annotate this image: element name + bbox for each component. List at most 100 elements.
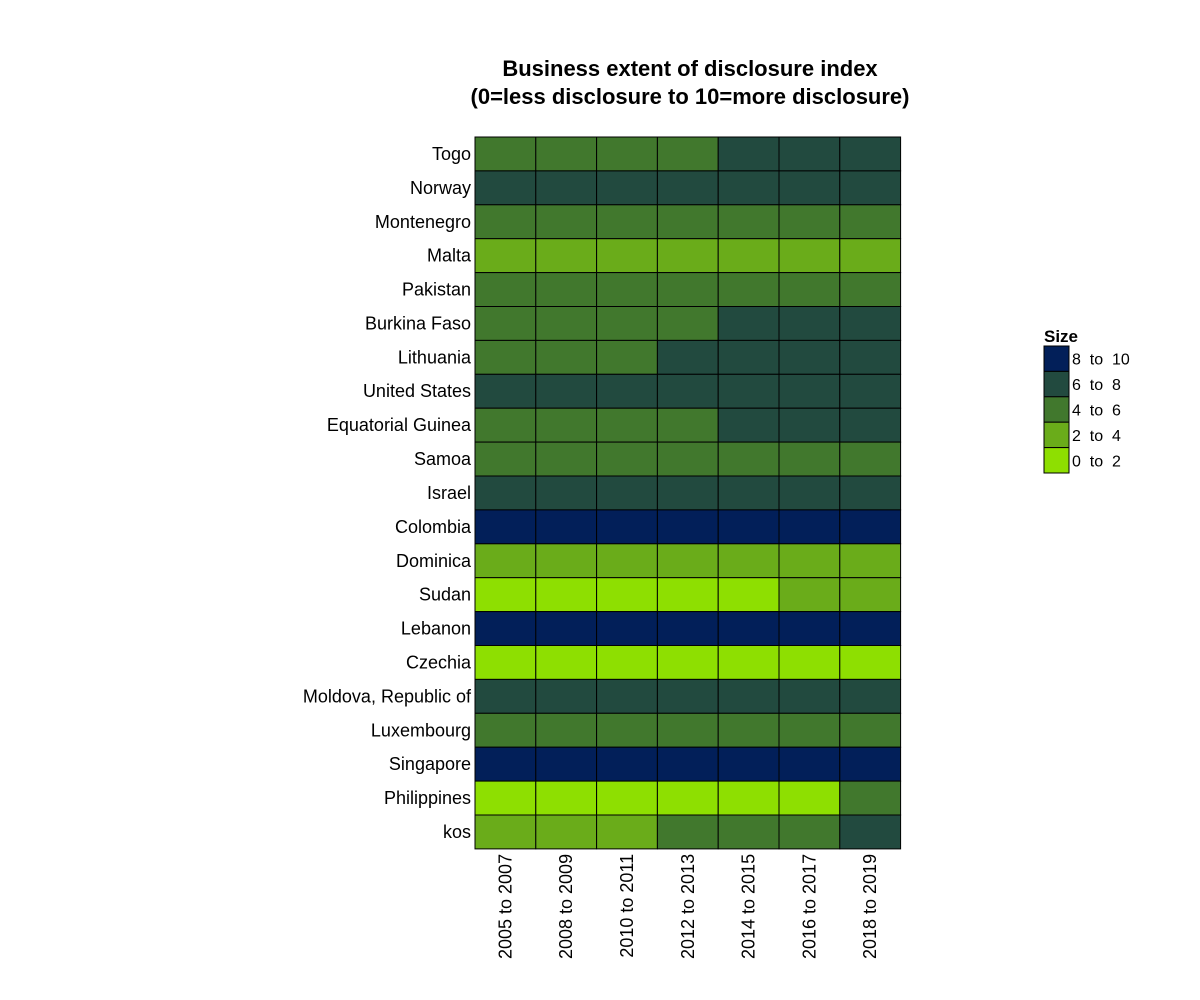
y-tick-label: Czechia (406, 653, 472, 673)
heatmap-cell (839, 543, 902, 579)
heatmap-cell (778, 373, 841, 409)
heatmap-cell (535, 306, 598, 341)
heatmap-cell (474, 272, 537, 308)
heatmap-cell (717, 170, 780, 206)
heatmap-cell (717, 272, 780, 308)
heatmap-cell (717, 238, 780, 274)
heatmap-cell (778, 814, 841, 850)
heatmap-cell (839, 611, 902, 646)
heatmap-cell (535, 712, 598, 748)
heatmap-cell (717, 746, 780, 782)
y-tick-label: Lithuania (398, 347, 472, 367)
heatmap-cell (656, 712, 719, 748)
heatmap-cell (839, 306, 902, 341)
heatmap-cell (656, 407, 719, 443)
heatmap-cell (474, 373, 537, 409)
heatmap-cell (839, 272, 902, 308)
heatmap-cell (839, 170, 902, 206)
y-tick-label: Lebanon (401, 619, 471, 639)
heatmap-cell (474, 780, 537, 816)
heatmap-cell (717, 509, 780, 545)
heatmap-cell (474, 238, 537, 274)
heatmap-cell (839, 577, 902, 613)
heatmap-cell (717, 204, 780, 240)
heatmap-cell (778, 611, 841, 646)
heatmap-cell (596, 204, 658, 240)
heatmap-cell (535, 238, 598, 274)
heatmap-cell (717, 780, 780, 816)
legend-swatch (1043, 421, 1070, 449)
legend-label: 4 to 6 (1072, 403, 1121, 420)
heatmap-cell (717, 306, 780, 341)
chart-title-line-1: Business extent of disclosure index (502, 56, 878, 81)
heatmap-cell (535, 678, 598, 714)
heatmap-cell (474, 746, 537, 782)
heatmap-cell (474, 339, 537, 375)
heatmap-cell (656, 746, 719, 782)
heatmap-cell (474, 509, 537, 545)
heatmap-cell (839, 339, 902, 375)
heatmap-cell (656, 543, 719, 579)
heatmap-cell (717, 712, 780, 748)
y-tick-label: Montenegro (375, 212, 471, 232)
heatmap-cell (717, 611, 780, 646)
heatmap-cell (474, 611, 537, 646)
heatmap-cell (778, 170, 841, 206)
chart-title-line-2: (0=less disclosure to 10=more disclosure… (470, 84, 910, 109)
heatmap-cell (474, 577, 537, 613)
heatmap-cell (839, 407, 902, 443)
legend-swatch (1043, 370, 1070, 398)
legend-swatch (1043, 345, 1070, 372)
heatmap-cell (596, 678, 658, 714)
y-tick-label: Dominica (396, 551, 472, 571)
heatmap-cell (656, 678, 719, 714)
heatmap-cell (535, 339, 598, 375)
heatmap-cell (656, 339, 719, 375)
y-tick-label: Colombia (395, 517, 472, 537)
heatmap-cell (474, 441, 537, 477)
y-tick-label: Malta (427, 246, 472, 266)
heatmap-cell (778, 712, 841, 748)
heatmap-cell (778, 577, 841, 613)
heatmap-cell (656, 238, 719, 274)
heatmap-cell (596, 136, 658, 172)
y-tick-label: Philippines (384, 788, 471, 808)
legend-swatch (1043, 447, 1070, 474)
heatmap-cell (474, 645, 537, 680)
heatmap-cell (717, 373, 780, 409)
y-tick-label: kos (443, 822, 471, 842)
heatmap-cell (656, 170, 719, 206)
heatmap-cell (535, 780, 598, 816)
heatmap-cell (839, 780, 902, 816)
legend-label: 0 to 2 (1072, 453, 1121, 470)
x-tick-label: 2005 to 2007 (495, 854, 515, 959)
heatmap-cell (474, 712, 537, 748)
legend-label: 6 to 8 (1072, 377, 1121, 394)
heatmap-cell (717, 475, 780, 511)
heatmap-cell (778, 407, 841, 443)
heatmap-cell (778, 746, 841, 782)
y-tick-label: Luxembourg (371, 720, 471, 740)
heatmap-cell (778, 136, 841, 172)
heatmap-cell (717, 407, 780, 443)
heatmap-cell (839, 136, 902, 172)
heatmap-cell (596, 712, 658, 748)
heatmap-cell (839, 645, 902, 680)
heatmap-cell (474, 543, 537, 579)
heatmap-cell (596, 339, 658, 375)
legend-label: 8 to 10 (1072, 352, 1130, 369)
x-tick-label: 2012 to 2013 (678, 854, 698, 959)
heatmap-cell (656, 509, 719, 545)
heatmap-cell (839, 475, 902, 511)
heatmap-cell (717, 678, 780, 714)
heatmap-cell (717, 339, 780, 375)
heatmap-cell (656, 272, 719, 308)
heatmap-cell (778, 238, 841, 274)
heatmap-cell (596, 238, 658, 274)
heatmap-cell (656, 577, 719, 613)
heatmap-cell (596, 170, 658, 206)
heatmap-cell (535, 814, 598, 850)
heatmap-cell (656, 475, 719, 511)
heatmap-cell (839, 746, 902, 782)
